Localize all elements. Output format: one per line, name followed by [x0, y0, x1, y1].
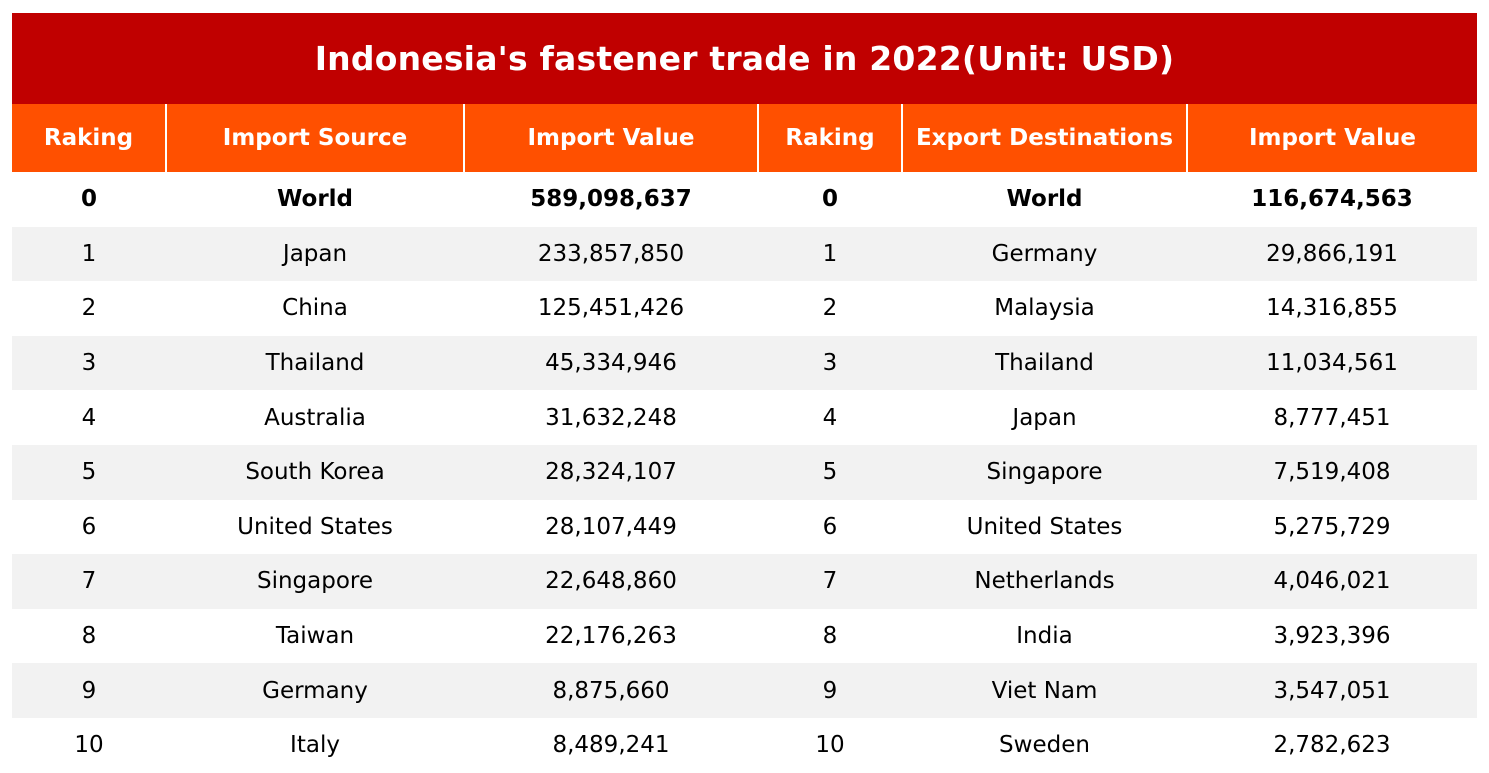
export-destination-cell: Germany	[902, 226, 1187, 282]
export-value-cell: 4,046,021	[1187, 554, 1477, 609]
export-value-cell: 8,777,451	[1187, 390, 1477, 445]
header-export-destinations: Export Destinations	[901, 104, 1187, 172]
rank-cell: 8	[12, 608, 166, 664]
table-row: 1 Japan 233,857,850 1 Germany 29,866,191	[12, 226, 1477, 282]
rank-cell: 4	[12, 390, 166, 445]
trade-table-container: Indonesia's fastener trade in 2022(Unit:…	[12, 13, 1477, 773]
import-source-cell: United States	[166, 499, 464, 555]
export-value-cell: 3,923,396	[1187, 608, 1477, 664]
table-row: 9 Germany 8,875,660 9 Viet Nam 3,547,051	[12, 663, 1477, 718]
table-header: Raking Import Source Import Value Raking…	[12, 104, 1477, 172]
import-value-cell: 125,451,426	[464, 281, 758, 336]
header-import-source: Import Source	[165, 104, 464, 172]
import-value-cell: 8,489,241	[464, 717, 758, 773]
rank-cell: 6	[758, 499, 902, 555]
rank-cell: 5	[12, 444, 166, 500]
import-value-cell: 22,648,860	[464, 554, 758, 609]
rank-cell: 3	[12, 335, 166, 391]
import-source-cell: Singapore	[166, 554, 464, 609]
export-value-cell: 3,547,051	[1187, 663, 1477, 718]
header-import-value: Import Value	[463, 104, 758, 172]
import-value-cell: 8,875,660	[464, 663, 758, 718]
rank-cell: 9	[12, 663, 166, 718]
import-value-cell: 28,324,107	[464, 444, 758, 500]
export-destination-cell: World	[902, 172, 1187, 227]
rank-cell: 5	[758, 444, 902, 500]
export-destination-cell: India	[902, 608, 1187, 664]
export-value-cell: 11,034,561	[1187, 335, 1477, 391]
table-row: 5 South Korea 28,324,107 5 Singapore 7,519,40…	[12, 444, 1477, 500]
export-value-cell: 2,782,623	[1187, 717, 1477, 773]
rank-cell: 10	[758, 717, 902, 773]
rank-cell: 1	[12, 226, 166, 282]
export-value-cell: 5,275,729	[1187, 499, 1477, 555]
import-source-cell: Taiwan	[166, 608, 464, 664]
table-row: 3 Thailand 45,334,946 3 Thailand 11,034,561	[12, 335, 1477, 391]
rank-cell: 7	[12, 554, 166, 609]
export-destination-cell: Malaysia	[902, 281, 1187, 336]
export-destination-cell: Viet Nam	[902, 663, 1187, 718]
header-rank-export: Raking	[757, 104, 902, 172]
table-body: 0 World 589,098,637 0 World 116,674,563 1 Japan…	[12, 172, 1477, 773]
import-source-cell: Italy	[166, 717, 464, 773]
table-row: 2 China 125,451,426 2 Malaysia 14,316,855	[12, 281, 1477, 336]
table-row: 7 Singapore 22,648,860 7 Netherlands 4,046,02…	[12, 554, 1477, 609]
export-value-cell: 7,519,408	[1187, 444, 1477, 500]
table-row: 0 World 589,098,637 0 World 116,674,563	[12, 172, 1477, 227]
rank-cell: 6	[12, 499, 166, 555]
table-row: 8 Taiwan 22,176,263 8 India 3,923,396	[12, 608, 1477, 664]
rank-cell: 7	[758, 554, 902, 609]
import-value-cell: 22,176,263	[464, 608, 758, 664]
export-destination-cell: Netherlands	[902, 554, 1187, 609]
import-value-cell: 31,632,248	[464, 390, 758, 445]
rank-cell: 1	[758, 226, 902, 282]
table-row: 10 Italy 8,489,241 10 Sweden 2,782,623	[12, 717, 1477, 773]
export-value-cell: 14,316,855	[1187, 281, 1477, 336]
export-destination-cell: Singapore	[902, 444, 1187, 500]
import-value-cell: 45,334,946	[464, 335, 758, 391]
import-source-cell: Thailand	[166, 335, 464, 391]
rank-cell: 2	[758, 281, 902, 336]
trade-table: Raking Import Source Import Value Raking…	[12, 104, 1477, 773]
export-destination-cell: Thailand	[902, 335, 1187, 391]
rank-cell: 4	[758, 390, 902, 445]
export-destination-cell: Sweden	[902, 717, 1187, 773]
rank-cell: 10	[12, 717, 166, 773]
import-value-cell: 233,857,850	[464, 226, 758, 282]
rank-cell: 0	[12, 172, 166, 227]
rank-cell: 0	[758, 172, 902, 227]
import-source-cell: Australia	[166, 390, 464, 445]
rank-cell: 2	[12, 281, 166, 336]
export-value-cell: 116,674,563	[1187, 172, 1477, 227]
header-rank-import: Raking	[12, 104, 166, 172]
export-value-cell: 29,866,191	[1187, 226, 1477, 282]
header-export-value: Import Value	[1186, 104, 1477, 172]
export-destination-cell: United States	[902, 499, 1187, 555]
import-source-cell: World	[166, 172, 464, 227]
rank-cell: 8	[758, 608, 902, 664]
import-source-cell: China	[166, 281, 464, 336]
import-source-cell: Japan	[166, 226, 464, 282]
export-destination-cell: Japan	[902, 390, 1187, 445]
import-value-cell: 28,107,449	[464, 499, 758, 555]
header-row: Raking Import Source Import Value Raking…	[12, 104, 1477, 172]
import-value-cell: 589,098,637	[464, 172, 758, 227]
import-source-cell: Germany	[166, 663, 464, 718]
rank-cell: 3	[758, 335, 902, 391]
import-source-cell: South Korea	[166, 444, 464, 500]
table-title: Indonesia's fastener trade in 2022(Unit:…	[12, 13, 1477, 104]
table-row: 6 United States 28,107,449 6 United States 5,…	[12, 499, 1477, 555]
table-row: 4 Australia 31,632,248 4 Japan 8,777,451	[12, 390, 1477, 445]
rank-cell: 9	[758, 663, 902, 718]
